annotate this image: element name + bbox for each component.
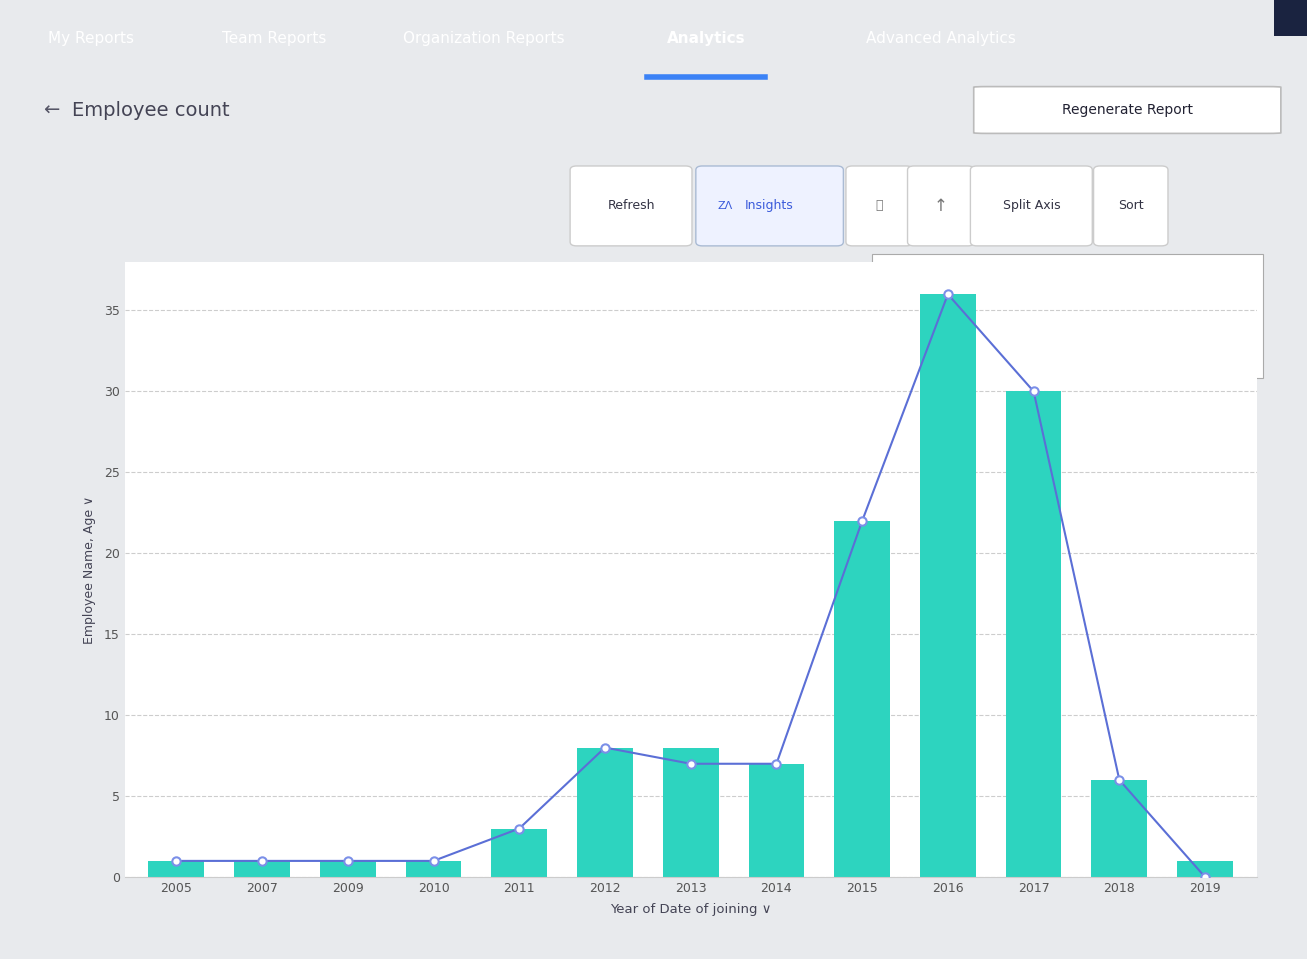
Bar — [1091, 780, 1148, 877]
Text: ←: ← — [43, 101, 60, 120]
FancyBboxPatch shape — [872, 254, 1263, 378]
Text: Sort: Sort — [1117, 199, 1144, 213]
Text: Advanced Analytics: Advanced Analytics — [867, 31, 1016, 46]
Text: Analytics: Analytics — [667, 31, 745, 46]
Bar — [663, 748, 719, 877]
Bar — [898, 272, 925, 298]
FancyBboxPatch shape — [970, 166, 1093, 246]
Text: ⬛: ⬛ — [876, 199, 884, 213]
FancyBboxPatch shape — [907, 166, 974, 246]
Bar — [234, 861, 290, 877]
Text: Refresh: Refresh — [608, 199, 655, 213]
Bar — [405, 861, 461, 877]
Text: ↑: ↑ — [935, 197, 948, 215]
Text: ✓: ✓ — [902, 281, 911, 291]
FancyBboxPatch shape — [695, 166, 843, 246]
Text: Employee Name Count: Employee Name Count — [936, 312, 1072, 325]
Bar — [149, 861, 204, 877]
Text: Insights: Insights — [745, 199, 793, 213]
Bar — [1006, 391, 1061, 877]
Bar — [578, 748, 633, 877]
Text: Organization Reports: Organization Reports — [403, 31, 565, 46]
Text: Employee count: Employee count — [72, 101, 230, 120]
Text: ✓: ✓ — [904, 345, 914, 356]
Text: Regenerate Report: Regenerate Report — [1061, 103, 1193, 117]
FancyBboxPatch shape — [846, 166, 912, 246]
Text: Legend: Legend — [936, 278, 982, 291]
Bar — [865, 186, 872, 226]
Bar — [1178, 861, 1233, 877]
Text: ZΛ: ZΛ — [718, 201, 733, 211]
X-axis label: Year of Date of joining ∨: Year of Date of joining ∨ — [610, 903, 771, 916]
Text: Team Reports: Team Reports — [222, 31, 327, 46]
Bar — [898, 339, 925, 361]
Bar — [920, 294, 976, 877]
Bar — [749, 763, 804, 877]
Bar — [856, 202, 863, 226]
FancyBboxPatch shape — [1094, 166, 1168, 246]
Text: ✓: ✓ — [904, 315, 914, 324]
Bar — [898, 308, 925, 330]
Bar — [874, 194, 881, 226]
Text: Age Count: Age Count — [936, 343, 997, 356]
FancyBboxPatch shape — [570, 166, 691, 246]
FancyBboxPatch shape — [974, 86, 1281, 133]
Text: My Reports: My Reports — [48, 31, 135, 46]
Bar — [834, 521, 890, 877]
Bar — [1274, 0, 1307, 36]
Bar — [320, 861, 375, 877]
Text: Split Axis: Split Axis — [1002, 199, 1060, 213]
Y-axis label: Employee Name, Age ∨: Employee Name, Age ∨ — [82, 496, 95, 643]
Bar — [491, 829, 548, 877]
